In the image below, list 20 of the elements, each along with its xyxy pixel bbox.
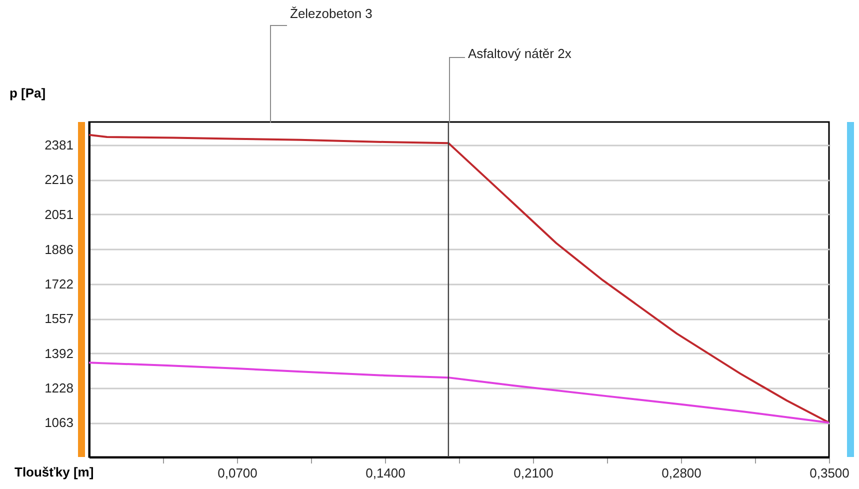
x-tick-label: 0,1400 [366,466,406,480]
y-tick-label: 2381 [44,137,74,152]
line-series [89,134,829,424]
y-tick-label: 1228 [44,380,74,396]
x-axis-title: Tloušťky [m] [14,464,94,480]
y-tick-label: 1557 [44,311,74,326]
y-tick-label: 1722 [44,276,74,292]
text: Asfaltový nátěr 2x [468,46,572,61]
y-tick-label: 2216 [44,172,74,188]
text: Železobeton 3 [290,6,372,21]
x-tick-label: 0,2800 [662,466,702,480]
x-tick-label: 0,3500 [810,466,850,480]
y-axis-title: p [Pa] [10,86,46,100]
y-tick-label: 2051 [44,206,74,222]
y-tick-label: 1063 [44,415,74,430]
x-tick-label: 0,2100 [514,466,554,480]
y-tick-label: 1392 [44,346,74,361]
x-tick-label: 0,0700 [218,466,258,480]
line-series [89,362,829,424]
y-tick-label: 1886 [44,242,74,257]
